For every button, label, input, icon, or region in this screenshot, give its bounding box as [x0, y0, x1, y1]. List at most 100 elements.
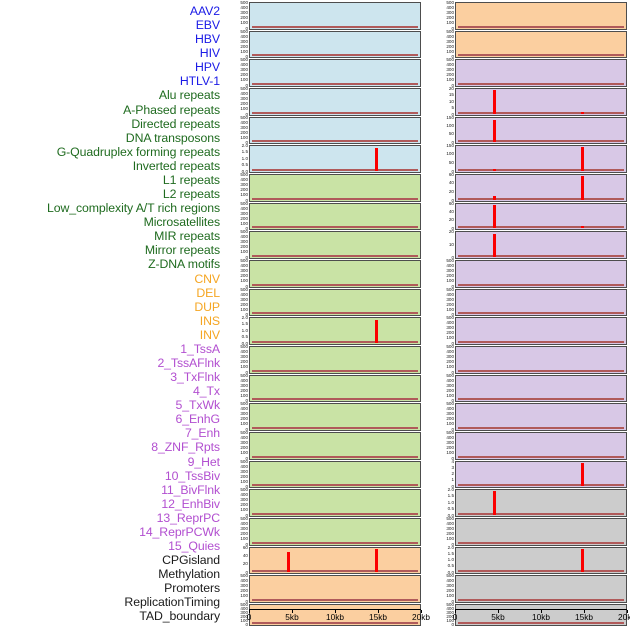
- y-tick-label: 500: [240, 486, 248, 492]
- y-tick-label: 0: [451, 340, 454, 346]
- panel-baseline: [457, 83, 625, 85]
- y-tick-label: 300: [240, 210, 248, 216]
- y-tick-label: 0: [245, 82, 248, 88]
- y-tick-label: 0: [451, 598, 454, 604]
- y-tick-label: 60: [242, 544, 248, 550]
- row-label-aav2: AAV2: [189, 4, 220, 18]
- y-tick-label: 500: [240, 28, 248, 34]
- panel-baseline: [457, 226, 625, 228]
- track-panel: [249, 375, 421, 402]
- y-tick-label: 300: [446, 67, 454, 72]
- y-tick-label: 0: [451, 541, 454, 547]
- track-panel: [455, 260, 627, 288]
- row-label-hiv: HIV: [199, 46, 220, 61]
- x-axis-tick-mark: [377, 610, 379, 613]
- y-tick-label: 500: [240, 257, 248, 263]
- track-panel: [455, 575, 627, 603]
- x-axis-tick-mark: [454, 610, 456, 613]
- y-tick-label: 0: [451, 621, 454, 627]
- y-tick-label: 500: [446, 314, 454, 320]
- x-axis-tick-label: 20kb: [412, 612, 430, 622]
- y-tick-label: 100: [240, 20, 248, 26]
- y-tick-label: 200: [240, 101, 248, 107]
- x-axis-tick-label: 15kb: [575, 612, 593, 622]
- y-tick-label: 300: [240, 609, 248, 615]
- track-panel: [455, 461, 627, 488]
- y-tick-label: 500: [446, 257, 454, 263]
- panel-baseline: [457, 284, 625, 286]
- row-label-4-tx: 4_Tx: [193, 384, 220, 399]
- y-tick-label: 500: [240, 56, 248, 62]
- y-tick-label: 100: [446, 593, 454, 599]
- track-panel: [249, 547, 421, 574]
- panel-baseline: [457, 312, 625, 314]
- y-tick-label: 20: [448, 85, 454, 91]
- y-tick-label: 400: [240, 4, 248, 10]
- y-tick-label: 0: [245, 111, 248, 117]
- track-panel: [455, 375, 627, 402]
- y-tick-label: 500: [446, 572, 454, 578]
- y-tick-label: 200: [240, 588, 248, 594]
- y-tick-label: 100: [240, 249, 248, 255]
- y-tick-label: 500: [240, 429, 248, 435]
- track-panel: [455, 2, 627, 30]
- y-tick-label: 100: [446, 392, 454, 398]
- row-label-methylation: Methylation: [158, 567, 220, 582]
- y-tick-label: 500: [240, 601, 248, 607]
- data-spike: [375, 147, 379, 171]
- panel-baseline: [457, 198, 625, 200]
- panel-baseline: [251, 26, 419, 28]
- track-panel: [249, 317, 421, 345]
- y-tick-label: 200: [446, 43, 454, 49]
- panel-baseline: [457, 484, 625, 486]
- y-tick-label: 100: [240, 278, 248, 284]
- track-panel: [249, 489, 421, 517]
- y-tick-label: 60: [448, 171, 454, 177]
- y-tick-label: 100: [240, 478, 248, 484]
- y-tick-label: 100: [240, 364, 248, 370]
- y-tick-label: 300: [240, 124, 248, 130]
- y-tick-label: 500: [240, 572, 248, 578]
- y-tick-label: 300: [240, 440, 248, 445]
- y-tick-label: 0: [245, 569, 248, 575]
- y-tick-label: 0: [451, 455, 454, 461]
- row-label-inv: INV: [199, 327, 220, 342]
- y-tick-label: 500: [240, 114, 248, 120]
- y-tick-label: 0: [245, 283, 248, 289]
- y-tick-label: 500: [240, 85, 248, 91]
- y-tick-label: 400: [240, 119, 248, 125]
- track-panel: [249, 31, 421, 58]
- y-tick-label: 400: [240, 405, 248, 411]
- y-tick-label: 40: [448, 180, 454, 186]
- y-tick-label: 200: [446, 273, 454, 279]
- track-panel: [249, 231, 421, 259]
- y-tick-label: 0: [451, 283, 454, 289]
- track-panel: [249, 260, 421, 288]
- y-tick-label: 300: [446, 296, 454, 302]
- y-tick-label: 300: [446, 38, 454, 44]
- track-panel: [455, 31, 627, 58]
- row-label-5-txwk: 5_TxWk: [175, 398, 221, 413]
- right-panel-stack: [455, 0, 627, 630]
- panel-baseline: [457, 54, 625, 56]
- y-tick-label: 200: [240, 187, 248, 193]
- x-axis-tick-mark: [626, 610, 628, 613]
- data-spike: [493, 120, 497, 142]
- y-tick-label: 300: [240, 268, 248, 273]
- y-tick-label: 300: [240, 10, 248, 15]
- data-spike: [493, 491, 497, 515]
- panel-baseline: [251, 370, 419, 372]
- panel-baseline: [251, 140, 419, 142]
- y-tick-label: 500: [240, 343, 248, 349]
- right-x-axis-line: [455, 609, 627, 610]
- row-label-dup: DUP: [194, 299, 220, 314]
- y-tick-label: 300: [240, 497, 248, 502]
- y-tick-label: 0: [245, 512, 248, 518]
- y-tick-label: 150: [446, 114, 454, 120]
- x-axis-tick-mark: [248, 610, 250, 613]
- left-plot-column: 500 400 300 200 100 0 500 400 300 200 100 0 500 400 30…: [226, 0, 430, 630]
- y-tick-label: 0.5: [447, 563, 454, 569]
- y-tick-label: 100: [446, 617, 454, 623]
- y-tick-label: 100: [446, 122, 454, 128]
- y-tick-label: 500: [240, 286, 248, 292]
